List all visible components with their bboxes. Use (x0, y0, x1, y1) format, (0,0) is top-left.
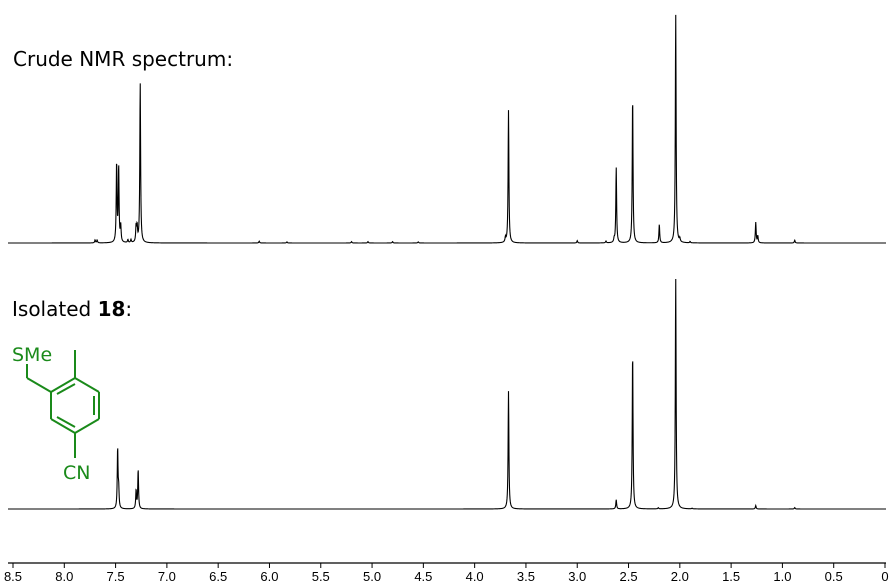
x-tick-label: 2.5 (619, 569, 637, 583)
ch2-bond (26, 377, 52, 393)
isolated-compound-label: Isolated 18: (12, 297, 132, 321)
x-tick-label: 3.5 (517, 569, 535, 583)
x-tick-label: 5.5 (312, 569, 330, 583)
spectra-layer (8, 14, 886, 510)
x-tick-label: 1.0 (773, 569, 791, 583)
bond (74, 418, 100, 434)
isolated-suffix: : (125, 297, 133, 321)
x-tick-label: 0.5 (825, 569, 843, 583)
crude-spectrum-trace (8, 14, 886, 244)
x-tick-label: 0 (881, 569, 888, 583)
x-tick-label: 8.5 (4, 569, 22, 583)
x-tick-label: 3.0 (568, 569, 586, 583)
bond (50, 377, 76, 393)
x-tick-label: 4.0 (466, 569, 484, 583)
bond-double-inner (56, 416, 76, 428)
chemical-structure-18: SMe CN (12, 344, 100, 484)
x-tick-label: 6.5 (209, 569, 227, 583)
bond (50, 418, 76, 434)
x-tick-label: 4.5 (414, 569, 432, 583)
compound-number: 18 (97, 297, 126, 321)
sme-label: SMe (12, 344, 52, 366)
bond-double-inner (56, 383, 76, 395)
x-tick-label: 8.0 (55, 569, 73, 583)
x-tick-label: 1.5 (722, 569, 740, 583)
x-axis-ticks: 8.5 8.0 7.5 7.0 6.5 6.0 5.5 5.0 4.5 4.0 3.5 3.0 2.5 2… (4, 563, 889, 584)
x-tick-label: 2.0 (671, 569, 689, 583)
x-axis: 8.5 8.0 7.5 7.0 6.5 6.0 5.5 5.0 4.5 4.0 3.5 3.0 2.5 2… (4, 562, 889, 584)
bond (74, 377, 100, 393)
x-tick-label: 7.5 (107, 569, 125, 583)
crude-spectrum-label: Crude NMR spectrum: (13, 47, 234, 71)
cn-label: CN (63, 462, 90, 484)
x-tick-label: 5.0 (363, 569, 381, 583)
isolated-prefix: Isolated (12, 297, 98, 321)
isolated-spectrum-trace (8, 278, 886, 510)
x-tick-label: 6.0 (260, 569, 278, 583)
x-tick-label: 7.0 (158, 569, 176, 583)
